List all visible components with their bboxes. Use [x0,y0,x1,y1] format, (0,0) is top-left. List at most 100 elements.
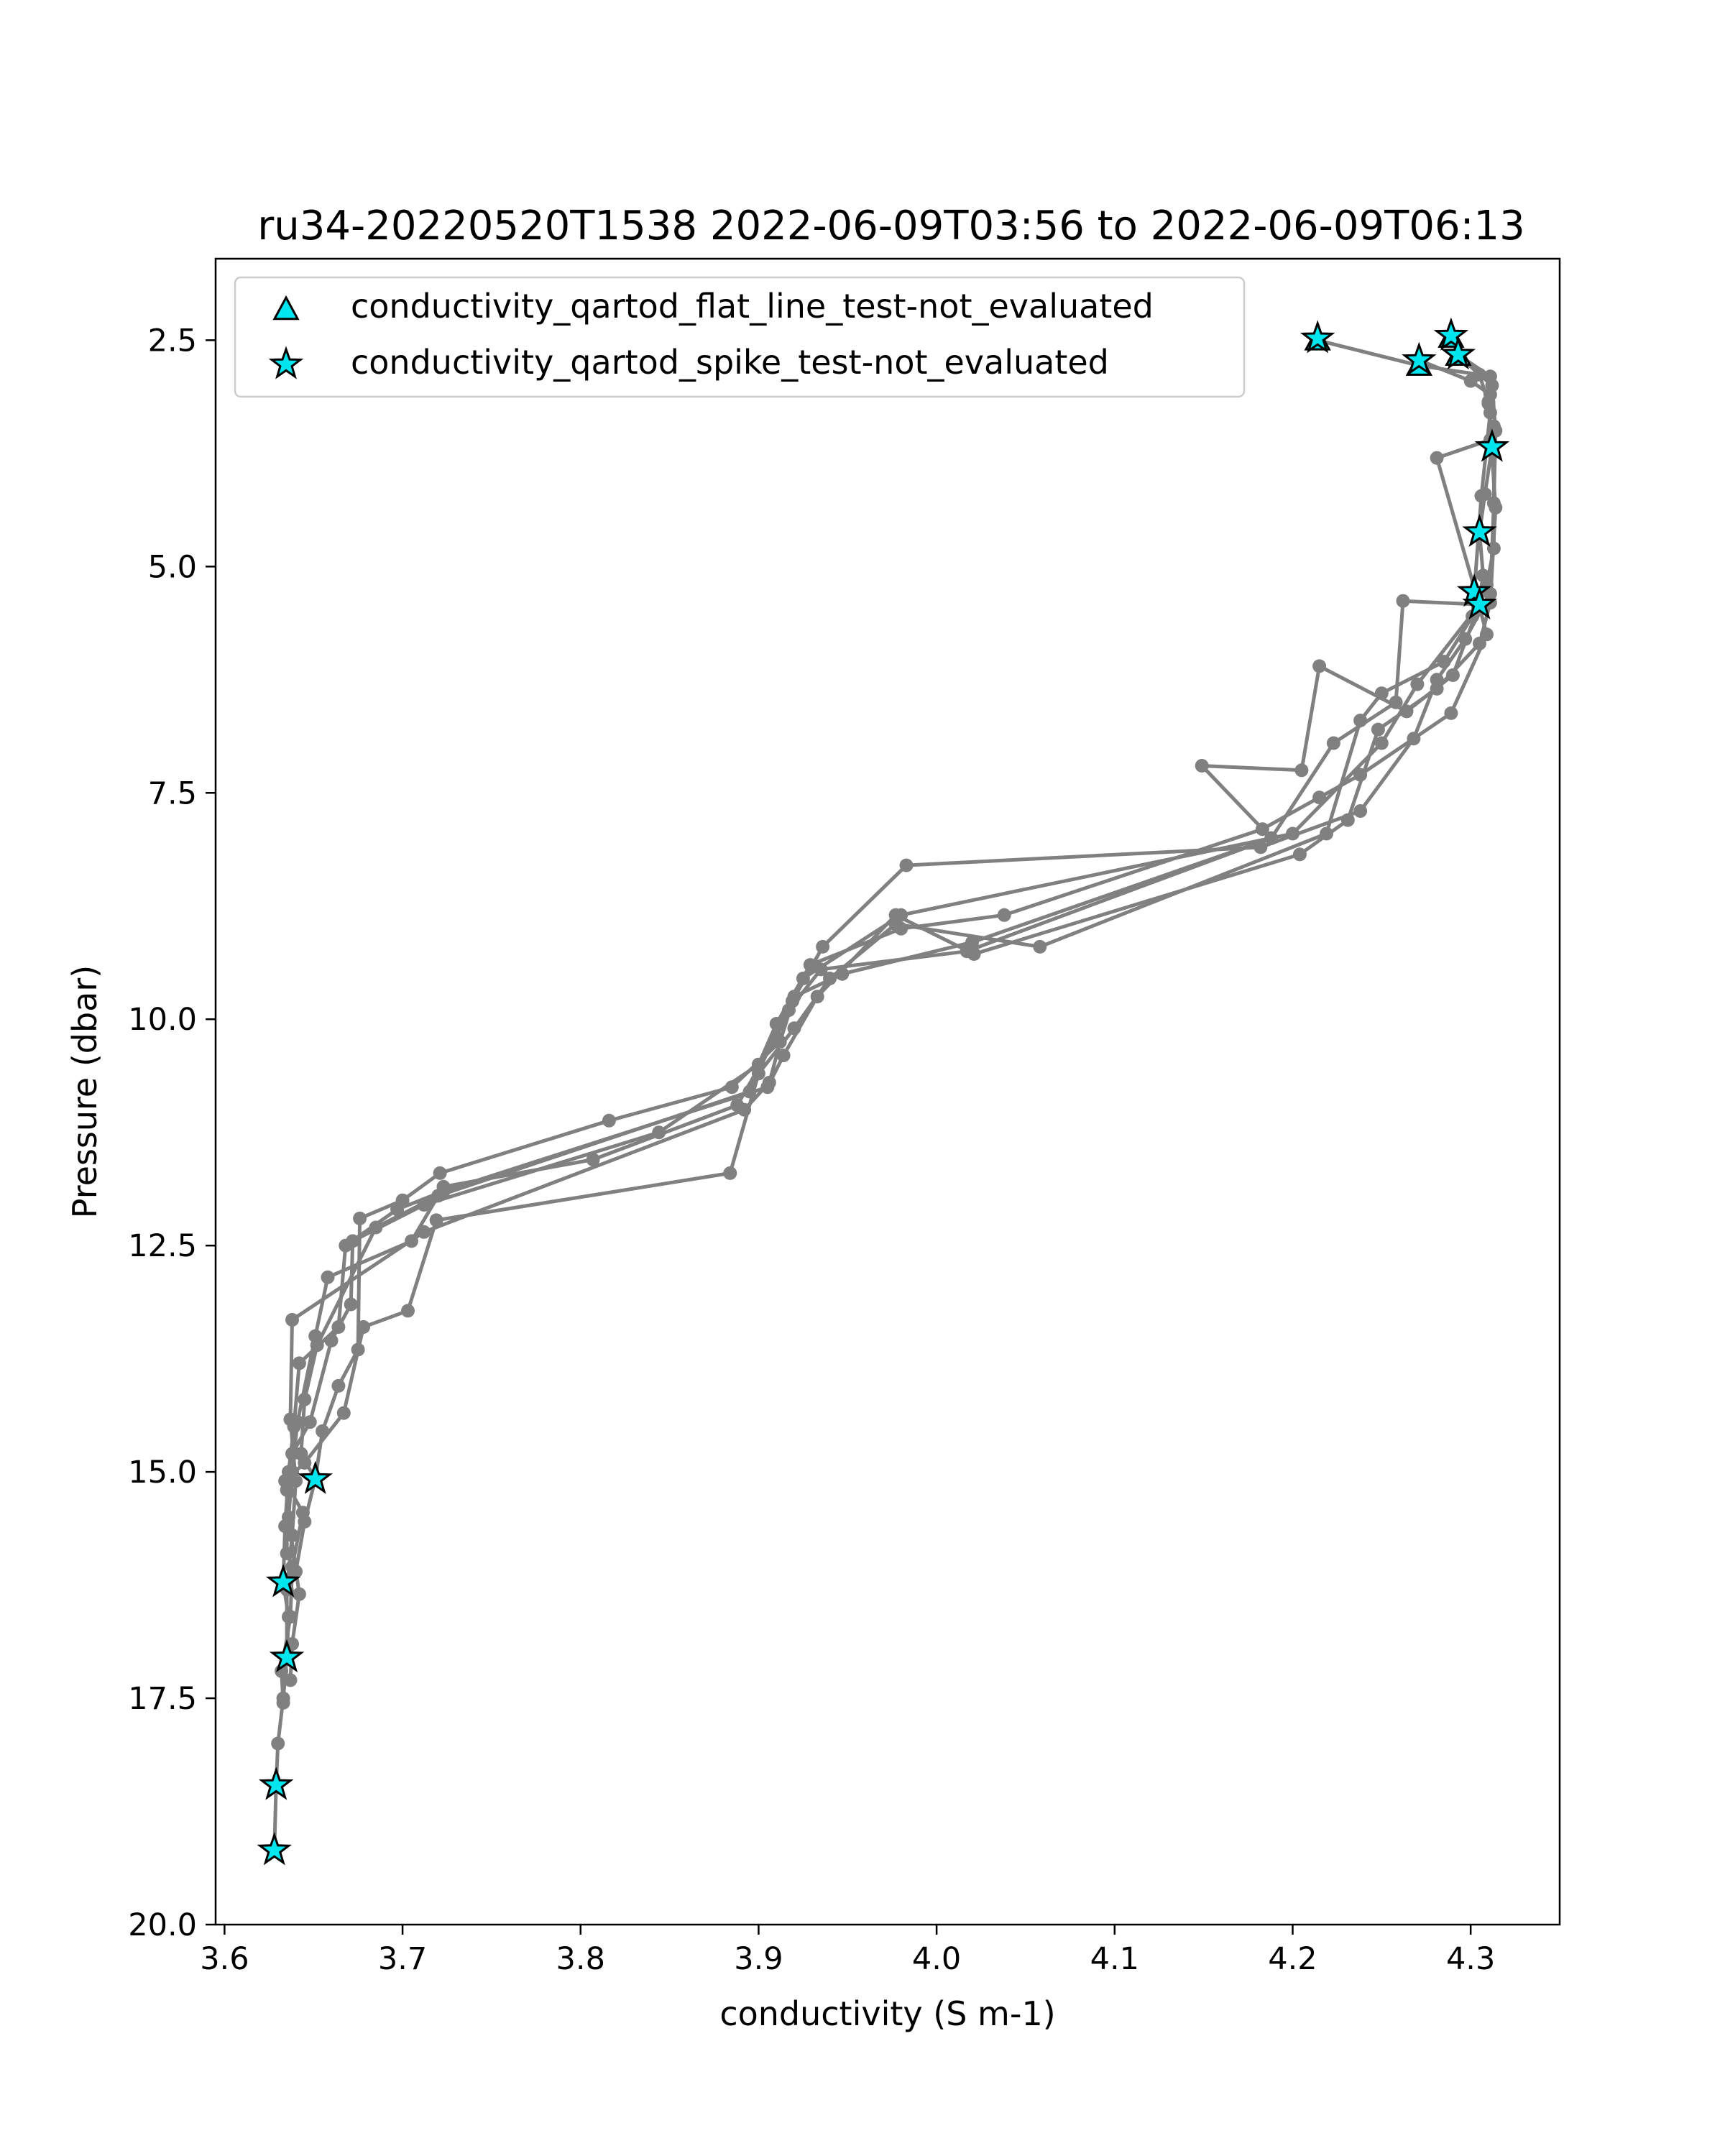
profile-7-point-5 [894,908,908,922]
y-tick-label-3: 7.5 [148,775,197,811]
y-tick-label-4: 10.0 [128,1002,197,1038]
legend-star-marker [268,346,304,379]
profile-4-point-20 [336,1406,351,1420]
profile-6-point-15 [417,1225,431,1239]
y-tick-label-7: 17.5 [128,1681,197,1717]
profile-5-point-1 [1481,395,1496,409]
profile-6-point-19 [285,1528,299,1542]
spike-test-marker-6 [1462,514,1497,548]
x-tick-label-2: 3.7 [378,1941,427,1977]
x-tick-label-6: 4.1 [1090,1941,1139,1977]
y-tick-label-6: 15.0 [128,1455,197,1491]
profile-4-point-16 [723,1166,737,1180]
profile-1-point-33 [271,1736,285,1751]
profile-3-point-14 [803,958,817,972]
profile-line-7 [299,603,1481,1480]
profile-7-point-4 [1286,826,1300,841]
profile-5-point-18 [292,1356,306,1370]
spike-test-marker-11 [269,1639,305,1673]
profile-4-point-11 [1033,939,1047,954]
profile-2-point-12 [899,858,914,872]
profile-7-point-12 [298,1392,312,1406]
x-tick-label-4: 3.9 [734,1941,783,1977]
profile-4-point-2 [1483,369,1497,384]
x-tick-label-5: 4.0 [912,1941,961,1977]
profile-7-point-8 [742,1084,757,1099]
profile-1-point-24 [331,1378,346,1393]
profile-6-point-17 [283,1412,298,1427]
spike-test-marker-3 [1433,317,1469,351]
x-tick-label-8: 4.3 [1446,1941,1495,1977]
profile-line-5 [281,401,1498,1583]
y-tick-label-2: 5.0 [148,549,197,585]
profile-6-point-7 [1294,763,1309,778]
spike-test-marker-4 [1440,336,1476,370]
y-axis-label: Pressure (dbar) [65,965,104,1218]
profile-5-point-12 [776,1049,791,1063]
profile-7-point-3 [1374,736,1389,750]
profile-3-point-17 [652,1125,666,1140]
profile-6-point-14 [737,1102,752,1117]
spike-test-marker-8 [1462,586,1497,619]
profile-5-point-4 [1473,636,1486,650]
profile-2-point-25 [292,1587,306,1601]
profile-6-point-10 [960,944,974,959]
profile-6-point-6 [1312,659,1327,673]
profile-1-point-19 [602,1113,616,1128]
profile-1-point-20 [433,1166,447,1180]
profile-7-point-13 [294,1447,308,1461]
legend-triangle-marker [272,295,300,321]
profile-3-point-2 [1463,374,1478,388]
profile-6-point-1 [1486,419,1501,433]
profile-5-point-6 [1371,722,1385,737]
profile-5-point-7 [1340,813,1355,827]
y-tick-label-5: 12.5 [128,1228,197,1264]
x-tick-label-3: 3.8 [556,1941,605,1977]
plot-frame [214,257,1561,1926]
profile-5-point-15 [390,1202,405,1217]
profile-3-point-22 [303,1415,317,1429]
profile-7-point-9 [431,1189,446,1203]
profile-3-point-8 [1444,706,1458,720]
profile-1-point-12 [1326,736,1340,750]
profile-4-point-4 [1474,489,1489,503]
plot-data-layer [257,317,1510,1866]
spike-test-marker-2 [1402,341,1437,375]
spike-test-marker-9 [298,1460,333,1494]
profile-2-point-20 [321,1270,335,1284]
profile-2-point-13 [816,939,830,954]
legend-markers [268,295,304,379]
profile-2-point-10 [1353,804,1368,818]
profile-4-point-23 [295,1506,310,1520]
profile-2-point-27 [283,1673,298,1687]
x-tick-label-7: 4.2 [1268,1941,1317,1977]
y-tick-label-1: 2.5 [148,323,197,359]
profile-5-point-16 [339,1238,353,1253]
x-tick-label-1: 3.6 [200,1941,249,1977]
chart-title: ru34-20220520T1538 2022-06-09T03:56 to 2… [257,203,1524,249]
spike-test-marker-5 [1474,428,1510,462]
legend-entry-spike: conductivity_qartod_spike_test-not_evalu… [351,343,1109,382]
x-axis-ticks: 3.6 3.7 3.8 3.9 4.0 4.1 4.2 4.3 [200,1925,1495,1977]
profile-6-point-4 [1445,668,1460,682]
profile-6-point-2 [1486,541,1501,556]
profile-3-point-12 [997,908,1011,922]
profile-5-point-17 [331,1320,346,1334]
profile-3-point-5 [1430,451,1444,465]
profile-6-point-16 [285,1313,299,1327]
profile-7-point-6 [796,972,810,985]
spike-test-marker-13 [257,1832,292,1866]
legend-entry-flat-line: conductivity_qartod_flat_line_test-not_e… [351,287,1154,326]
profile-7-point-11 [310,1338,324,1353]
profile-6-point-18 [289,1474,303,1488]
profile-2-point-17 [586,1153,600,1166]
profile-7-point-2 [1410,677,1425,691]
profile-4-point-17 [429,1213,443,1227]
spike-test-marker-12 [258,1766,294,1800]
profile-6-point-13 [762,1075,776,1089]
spike-test-marker-7 [1456,573,1492,607]
x-axis-label: conductivity (S m-1) [719,1994,1055,2033]
profile-7-point-7 [773,1017,787,1031]
profile-4-point-19 [356,1320,371,1334]
